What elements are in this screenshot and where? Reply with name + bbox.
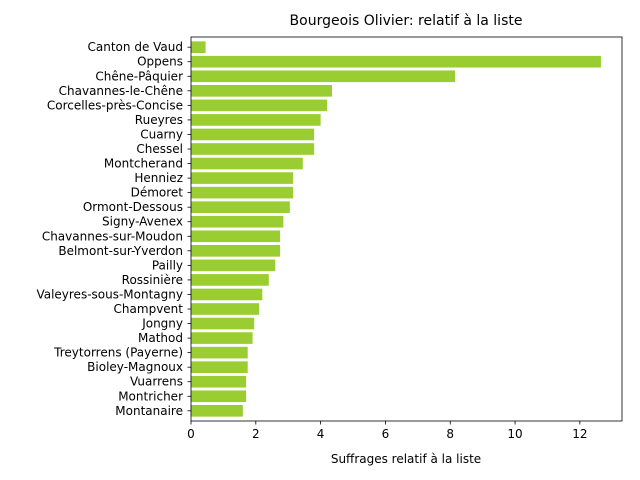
y-tick-label: Henniez bbox=[134, 171, 183, 185]
y-tick-label: Belmont-sur-Yverdon bbox=[58, 244, 183, 258]
y-tick-label: Démoret bbox=[131, 186, 184, 200]
y-tick-label: Chavannes-le-Chêne bbox=[59, 84, 183, 98]
y-tick-label: Vuarrens bbox=[130, 375, 183, 389]
bar bbox=[191, 346, 248, 359]
bar bbox=[191, 303, 260, 315]
y-tick-label: Chessel bbox=[136, 142, 183, 156]
y-tick-label: Chavannes-sur-Moudon bbox=[42, 229, 183, 243]
bar bbox=[191, 317, 255, 330]
bar bbox=[191, 274, 269, 286]
bar bbox=[191, 288, 263, 301]
bar bbox=[191, 375, 247, 388]
y-tick-label: Ormont-Dessous bbox=[83, 200, 183, 214]
y-tick-label: Mathod bbox=[138, 331, 183, 345]
bar bbox=[191, 143, 315, 155]
bar bbox=[191, 114, 321, 126]
chart-title: Bourgeois Olivier: relatif à la liste bbox=[290, 13, 523, 29]
y-tick-label: Cuarny bbox=[140, 127, 183, 141]
y-tick-label: Pailly bbox=[152, 258, 183, 272]
x-tick-label: 4 bbox=[317, 427, 325, 441]
bar bbox=[191, 201, 290, 213]
x-tick-label: 10 bbox=[507, 427, 522, 441]
x-tick-label: 6 bbox=[382, 427, 390, 441]
bar bbox=[191, 99, 328, 112]
y-tick-label: Jongny bbox=[141, 317, 183, 331]
y-tick-label: Chêne-Pâquier bbox=[95, 69, 183, 83]
bar bbox=[191, 405, 243, 417]
y-tick-label: Rossinière bbox=[122, 273, 183, 287]
y-tick-label: Signy-Avenex bbox=[102, 215, 183, 229]
bar bbox=[191, 186, 294, 199]
bar bbox=[191, 361, 248, 373]
bar bbox=[191, 215, 284, 228]
axes-frame bbox=[190, 36, 623, 422]
bar bbox=[191, 55, 601, 68]
bar bbox=[191, 230, 281, 243]
x-tick-label: 8 bbox=[446, 427, 454, 441]
y-tick-label: Oppens bbox=[137, 55, 183, 69]
y-tick-label: Corcelles-près-Concise bbox=[47, 98, 183, 112]
x-tick-label: 2 bbox=[252, 427, 260, 441]
y-tick-label: Montricher bbox=[118, 389, 183, 403]
y-tick-label: Montanaire bbox=[115, 404, 183, 418]
bar bbox=[191, 41, 206, 53]
bar bbox=[191, 332, 253, 344]
plot-area-border bbox=[190, 36, 623, 422]
bars-group bbox=[191, 41, 601, 417]
x-tick-label: 0 bbox=[187, 427, 195, 441]
bar bbox=[191, 245, 281, 257]
y-tick-label: Rueyres bbox=[135, 113, 183, 127]
y-tick-label: Canton de Vaud bbox=[88, 40, 183, 54]
y-tick-label: Treytorrens (Payerne) bbox=[53, 346, 183, 360]
bar bbox=[191, 128, 315, 141]
x-axis-label: Suffrages relatif à la liste bbox=[331, 452, 481, 466]
y-tick-label: Bioley-Magnoux bbox=[87, 360, 183, 374]
x-tick-label: 12 bbox=[572, 427, 587, 441]
bar bbox=[191, 70, 456, 83]
x-axis-ticks: 0 2 4 6 8 10 12 bbox=[187, 421, 588, 441]
y-tick-label: Montcherand bbox=[104, 157, 183, 171]
bar bbox=[191, 390, 247, 403]
y-tick-labels: Canton de VaudOppensChêne-PâquierChavann… bbox=[36, 40, 191, 418]
bar bbox=[191, 157, 303, 170]
y-tick-label: Champvent bbox=[114, 302, 184, 316]
y-tick-label: Valeyres-sous-Montagny bbox=[36, 287, 183, 301]
bar bbox=[191, 259, 276, 272]
bar bbox=[191, 85, 332, 97]
bar bbox=[191, 172, 294, 184]
